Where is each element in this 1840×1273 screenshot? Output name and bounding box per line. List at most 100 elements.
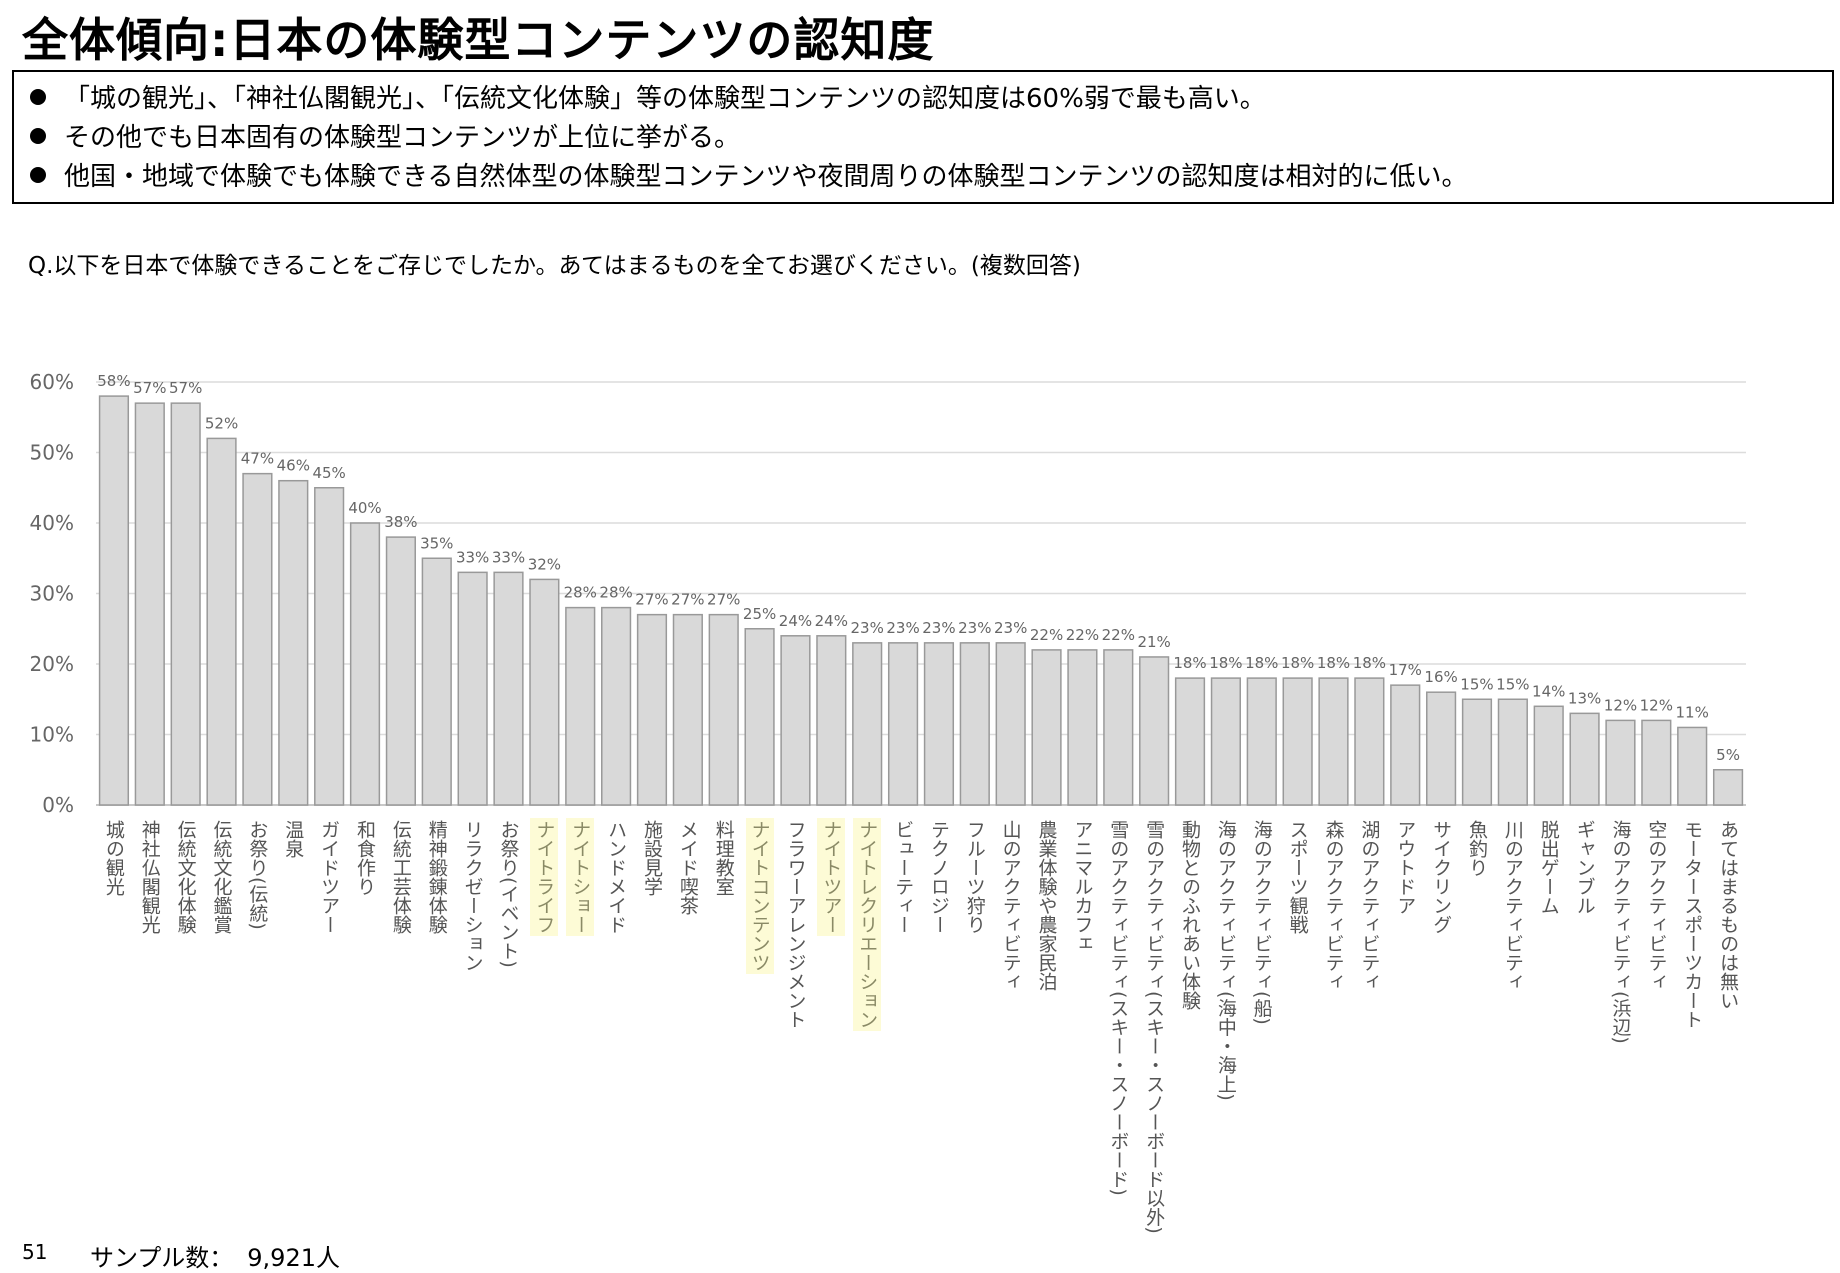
bullet-icon — [30, 167, 46, 183]
data-label: 25% — [743, 605, 776, 623]
x-tick-label: 空のアクティビティ — [1645, 820, 1668, 991]
x-tick-label: ナイトショー — [566, 818, 595, 936]
data-label: 33% — [456, 548, 489, 566]
data-label: 16% — [1424, 668, 1457, 686]
bar — [134, 402, 165, 806]
bar — [1031, 649, 1062, 806]
data-label: 14% — [1532, 682, 1565, 700]
x-tick-label: 雪のアクティビティ(スキー・スノーボード以外) — [1143, 820, 1166, 1234]
bar — [1139, 656, 1170, 806]
data-label: 35% — [420, 534, 453, 552]
x-tick-label: フラワーアレンジメント — [784, 820, 807, 1029]
bar — [708, 613, 739, 806]
data-label: 18% — [1173, 654, 1206, 672]
bar — [242, 472, 273, 806]
x-tick-label: ギャンブル — [1573, 820, 1596, 915]
bullet-icon — [30, 128, 46, 144]
x-tick-label: サイクリング — [1430, 820, 1453, 934]
bar — [1426, 691, 1457, 806]
x-tick-label: 海のアクティビティ(海中・海上) — [1214, 820, 1237, 1101]
x-tick-label: 施設見学 — [640, 820, 663, 896]
bar — [1605, 719, 1636, 806]
data-label: 17% — [1389, 661, 1422, 679]
x-tick-label: 山のアクティビティ — [999, 820, 1022, 991]
x-tick-label: スポーツ観戦 — [1286, 820, 1309, 934]
x-tick-label: お祭り(イベント) — [497, 820, 520, 968]
bar — [959, 642, 990, 806]
y-tick-label: 20% — [30, 652, 74, 676]
x-tick-label: アウトドア — [1394, 820, 1417, 915]
bar — [816, 635, 847, 806]
x-tick-label: ナイトコンテンツ — [745, 818, 774, 974]
data-label: 22% — [1066, 626, 1099, 644]
summary-bullet: 他国・地域で体験でも体験できる自然体型の体験型コンテンツや夜間周りの体験型コンテ… — [30, 156, 1467, 193]
data-label: 23% — [958, 619, 991, 637]
x-tick-label: モータースポーツカート — [1681, 820, 1704, 1029]
x-tick-label: 海のアクティビティ(船) — [1250, 820, 1273, 1025]
x-tick-label: 海のアクティビティ(浜辺) — [1609, 820, 1632, 1044]
bar — [1390, 684, 1421, 806]
bar — [1067, 649, 1098, 806]
bar — [1246, 677, 1277, 806]
data-label: 18% — [1281, 654, 1314, 672]
x-tick-label: お祭り(伝統) — [246, 820, 269, 930]
survey-question: Q.以下を日本で体験できることをご存じでしたか。あてはまるものを全てお選びくださ… — [28, 253, 1081, 279]
bar — [1712, 769, 1744, 806]
x-tick-label: 脱出ゲーム — [1537, 820, 1560, 915]
data-label: 28% — [599, 584, 632, 602]
bar — [780, 635, 811, 806]
sample-value: 9,921人 — [247, 1244, 340, 1272]
x-tick-label: 動物とのふれあい体験 — [1179, 820, 1202, 1010]
y-tick-label: 30% — [30, 582, 74, 606]
data-label: 27% — [707, 591, 740, 609]
y-tick-label: 0% — [42, 793, 74, 817]
data-label: 13% — [1568, 689, 1601, 707]
bar — [887, 642, 919, 806]
bar — [421, 557, 452, 806]
data-label: 15% — [1496, 675, 1529, 693]
x-tick-label: ガイドツアー — [318, 820, 341, 934]
bar — [672, 613, 703, 806]
bar — [206, 437, 237, 806]
bar — [1103, 649, 1134, 806]
bar — [601, 606, 632, 806]
bar — [98, 395, 130, 806]
x-tick-label: 雪のアクティビティ(スキー・スノーボード) — [1107, 820, 1130, 1196]
data-label: 40% — [348, 499, 381, 517]
summary-text: 「城の観光」、「神社仏閣観光」、「伝統文化体験」等の体験型コンテンツの認知度は6… — [64, 84, 1266, 114]
x-tick-label: 神社仏閣観光 — [138, 820, 161, 934]
data-label: 23% — [994, 619, 1027, 637]
bar — [1641, 719, 1672, 806]
bar — [1282, 677, 1313, 806]
page-title: 全体傾向:日本の体験型コンテンツの認知度 — [22, 13, 935, 67]
bar — [1533, 705, 1564, 806]
x-tick-label: 農業体験や農家民泊 — [1035, 820, 1058, 991]
summary-text: 他国・地域で体験でも体験できる自然体型の体験型コンテンツや夜間周りの体験型コンテ… — [64, 162, 1468, 192]
x-tick-label: メイド喫茶 — [676, 820, 699, 915]
summary-text: その他でも日本固有の体験型コンテンツが上位に挙がる。 — [64, 123, 741, 153]
x-tick-label: フルーツ狩り — [963, 820, 986, 934]
bar — [744, 628, 775, 806]
data-label: 18% — [1353, 654, 1386, 672]
x-tick-label: あてはまるものは無い — [1717, 820, 1740, 1010]
data-label: 15% — [1460, 675, 1493, 693]
bar — [1677, 726, 1708, 806]
x-tick-label: ナイトツアー — [817, 818, 846, 936]
data-label: 52% — [205, 414, 238, 432]
data-label: 18% — [1317, 654, 1350, 672]
x-tick-label: 伝統文化体験 — [174, 820, 197, 934]
bar — [493, 571, 524, 806]
data-label: 58% — [97, 372, 130, 390]
x-tick-label: テクノロジー — [927, 820, 950, 934]
data-label: 47% — [241, 450, 274, 468]
x-tick-label: 伝統工芸体験 — [389, 820, 412, 934]
data-label: 57% — [169, 379, 202, 397]
data-label: 18% — [1245, 654, 1278, 672]
x-tick-label: 森のアクティビティ — [1322, 820, 1345, 991]
data-label: 22% — [1102, 626, 1135, 644]
bullet-icon — [30, 89, 46, 105]
data-label: 57% — [133, 379, 166, 397]
bar — [385, 536, 416, 806]
bar — [1497, 698, 1528, 806]
